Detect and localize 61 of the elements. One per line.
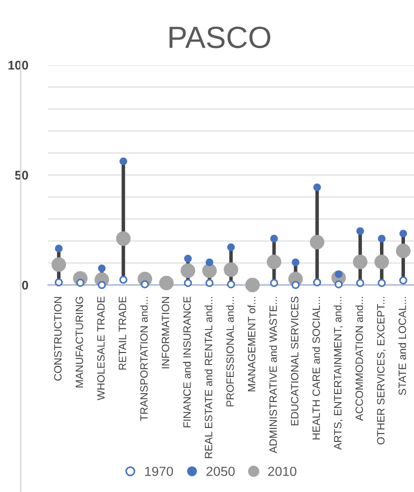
x-tick-label: ARTS, ENTERTAINMENT, and... <box>334 297 343 450</box>
x-tick-label: REAL ESTATE and RENTAL and... <box>204 297 212 458</box>
chart-title: PASCO <box>170 26 270 48</box>
point <box>378 234 386 242</box>
x-tick-label: MANAGEMENT of... <box>248 297 256 392</box>
point <box>98 264 106 272</box>
point <box>270 278 278 288</box>
x-tick-label: INFORMATION <box>162 296 170 368</box>
point <box>374 254 389 270</box>
legend-label: 1970 <box>145 466 174 476</box>
point <box>356 227 364 235</box>
x-tick-label: CONSTRUCTION <box>54 296 62 381</box>
point <box>116 231 131 246</box>
point <box>54 244 63 252</box>
point <box>313 184 321 192</box>
point <box>119 276 128 284</box>
x-tick-label: OTHER SERVICES, EXCEPT... <box>377 297 386 444</box>
point <box>396 244 411 258</box>
point <box>202 263 217 278</box>
x-tick-label: ACCOMMODATION and... <box>355 297 364 421</box>
point <box>378 278 386 288</box>
point <box>184 278 192 288</box>
point <box>270 234 278 242</box>
point <box>399 276 408 284</box>
point <box>352 254 368 270</box>
point <box>292 280 300 290</box>
x-tick-label: HEALTH CARE and SOCIAL... <box>312 297 320 440</box>
x-tick-label: FINANCE and INSURANCE <box>183 296 191 428</box>
point <box>399 230 408 238</box>
x-tick-label: ADMINISTRATIVE and WASTE... <box>269 297 277 454</box>
point <box>310 234 324 250</box>
point <box>224 262 238 277</box>
point <box>245 278 260 292</box>
point <box>51 257 66 272</box>
point <box>356 278 364 288</box>
point <box>227 243 235 251</box>
point <box>292 258 300 266</box>
point <box>76 278 84 287</box>
point <box>180 263 196 278</box>
point <box>226 280 236 288</box>
x-tick-label: WHOLESALE TRADE <box>97 296 105 400</box>
x-tick-label: RETAIL TRADE <box>118 296 126 370</box>
legend-label: 2010 <box>268 466 296 476</box>
point <box>98 280 106 290</box>
x-tick-label: TRANSPORTATION and... <box>140 297 148 421</box>
point <box>266 254 282 270</box>
x-tick-label: PROFESSIONAL and... <box>226 297 234 406</box>
x-tick-label: EDUCATIONAL SERVICES <box>290 296 298 426</box>
legend-label: 2050 <box>206 466 235 476</box>
x-tick-label: STATE and LOCAL... <box>398 297 406 395</box>
point <box>184 254 192 262</box>
x-tick-label: MANUFACTURING <box>76 296 84 388</box>
point <box>205 278 214 288</box>
point <box>334 280 343 288</box>
point <box>140 280 149 288</box>
y-tick-label: 0 <box>22 280 28 290</box>
point <box>159 276 174 290</box>
point <box>206 258 214 266</box>
point <box>54 278 63 286</box>
point <box>120 158 128 166</box>
point <box>313 278 322 286</box>
